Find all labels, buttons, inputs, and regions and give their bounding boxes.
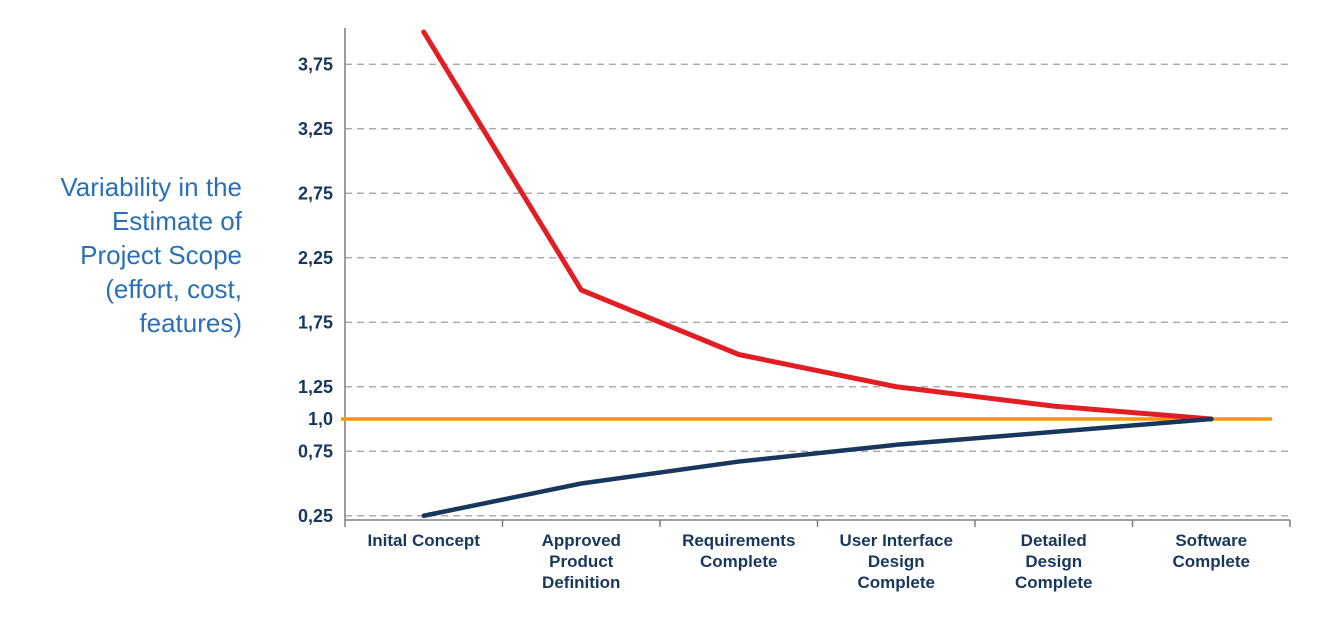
y-tick-label: 2,25 [298, 248, 333, 268]
x-category-label: User Interface Design Complete [840, 531, 953, 592]
y-tick-label: 3,75 [298, 54, 333, 74]
x-category-label: Requirements Complete [682, 531, 795, 571]
y-tick-label: 3,25 [298, 119, 333, 139]
y-tick-label: 0,25 [298, 506, 333, 526]
y-tick-label: 2,75 [298, 183, 333, 203]
x-category-label: Software Complete [1173, 531, 1250, 571]
y-tick-label: 1,0 [308, 409, 333, 429]
series-upper-estimate-bound [421, 29, 1214, 422]
series-lower-estimate-bound [421, 416, 1214, 518]
y-tick-label: 1,25 [298, 377, 333, 397]
x-category-label: Inital Concept [368, 531, 481, 550]
x-category-label: Approved Product Definition [542, 531, 621, 592]
y-tick-label: 1,75 [298, 312, 333, 332]
y-axis-title: Variability in the Estimate of Project S… [60, 172, 242, 338]
x-category-label: Detailed Design Complete [1015, 531, 1092, 592]
y-tick-label: 0,75 [298, 441, 333, 461]
